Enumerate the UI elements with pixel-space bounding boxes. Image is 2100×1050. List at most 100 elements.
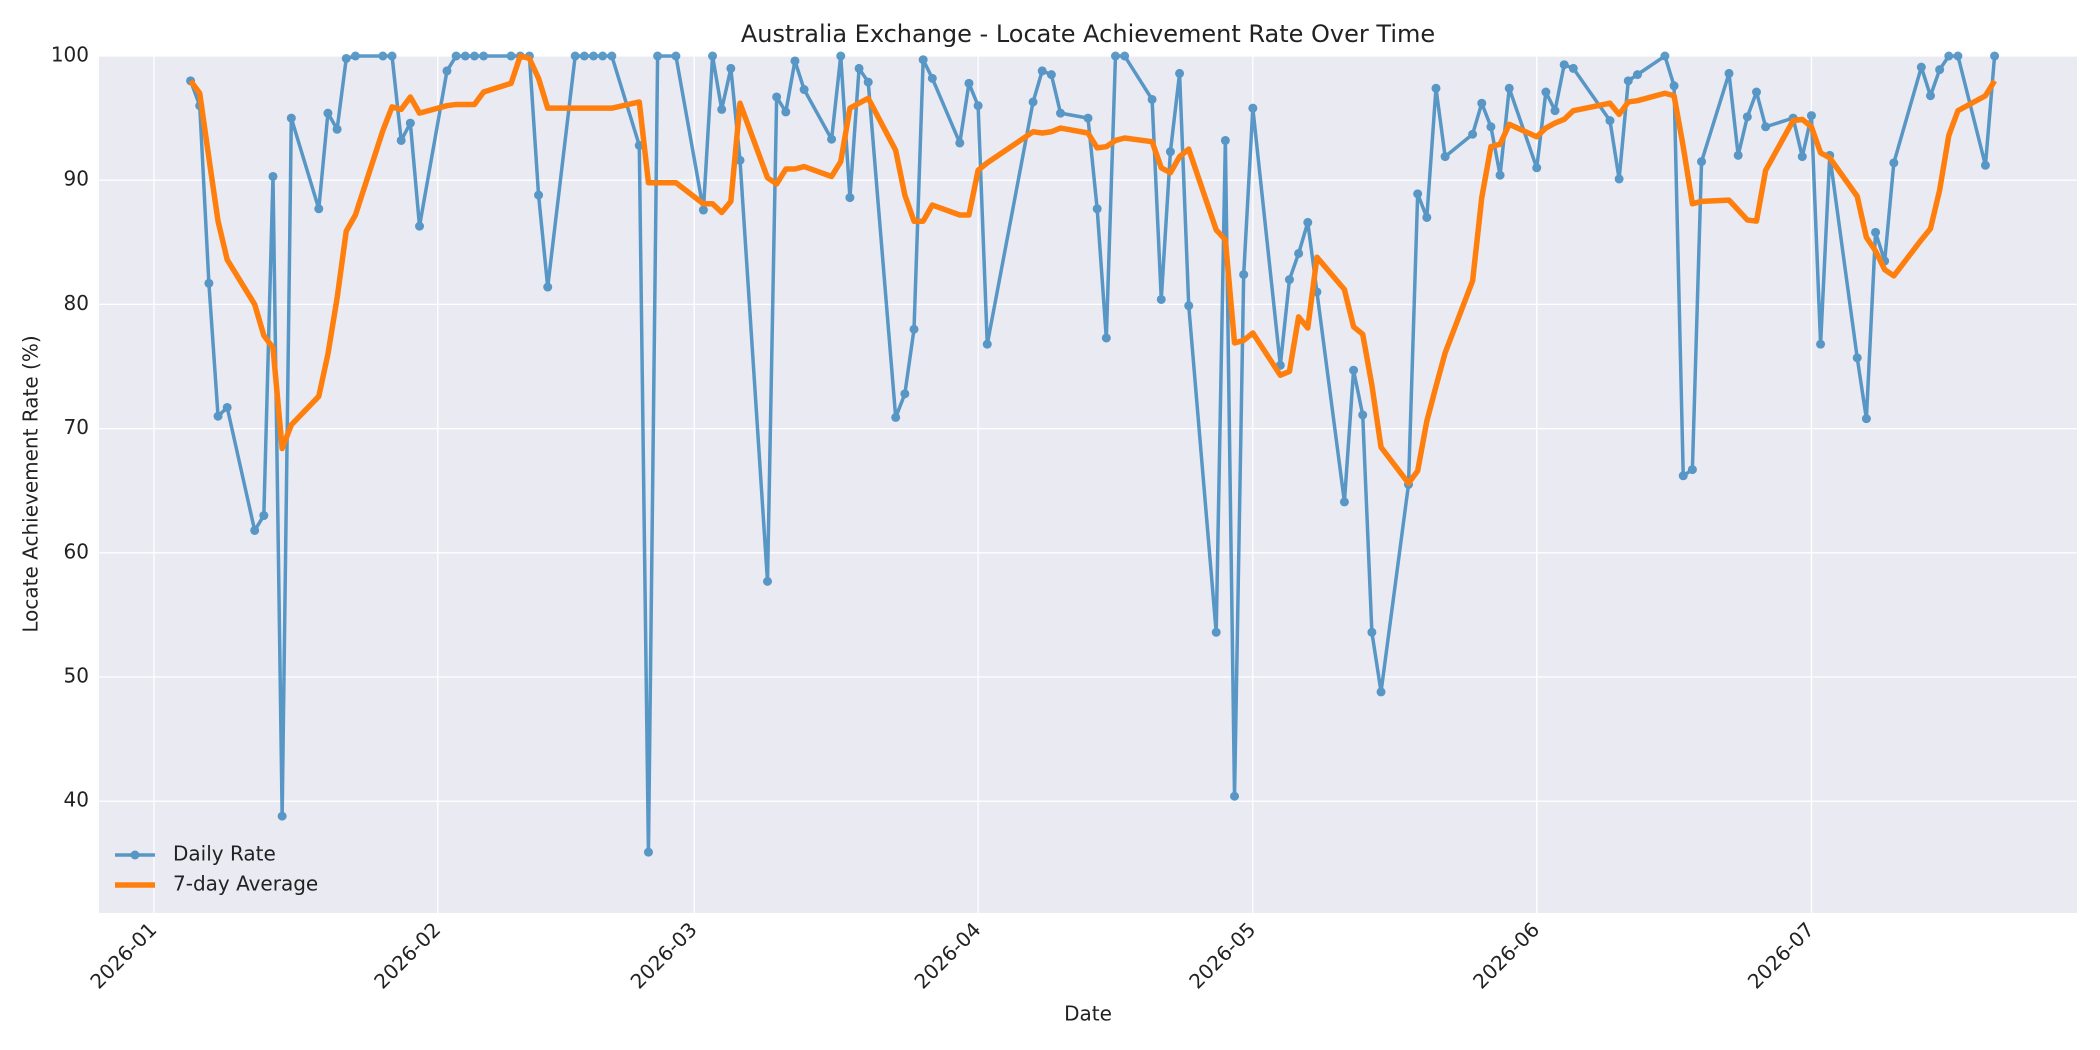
point	[607, 51, 617, 61]
point	[1184, 301, 1194, 311]
point	[1239, 270, 1249, 280]
point	[1916, 62, 1926, 72]
point	[1056, 108, 1066, 118]
point	[1175, 68, 1185, 78]
point	[1358, 410, 1368, 420]
point	[955, 138, 965, 148]
point	[598, 51, 608, 61]
series-line	[188, 53, 1997, 487]
point	[1284, 275, 1294, 285]
point	[762, 576, 772, 586]
point	[1724, 68, 1734, 78]
point	[900, 389, 910, 399]
point	[643, 847, 653, 857]
point	[1339, 497, 1349, 507]
point	[698, 205, 708, 215]
point	[1156, 294, 1166, 304]
point	[1477, 98, 1487, 108]
point	[341, 53, 351, 63]
point	[1550, 106, 1560, 116]
x-axis-label: Date	[1064, 1002, 1112, 1026]
point	[1092, 204, 1102, 214]
y-tick-label: 50	[64, 664, 89, 688]
point	[1211, 627, 1221, 637]
point	[909, 324, 919, 334]
point	[387, 51, 397, 61]
legend-label: 7-day Average	[173, 872, 318, 896]
point	[1486, 122, 1496, 132]
point	[1559, 60, 1569, 70]
x-tick-label: 2026-02	[369, 917, 445, 993]
point	[735, 155, 745, 165]
point	[250, 525, 260, 535]
point	[1797, 152, 1807, 162]
point	[350, 51, 360, 61]
point	[451, 51, 461, 61]
point	[1861, 414, 1871, 424]
point	[653, 51, 663, 61]
point	[708, 51, 718, 61]
point	[378, 51, 388, 61]
point	[506, 51, 516, 61]
series	[188, 53, 1997, 487]
point	[1413, 189, 1423, 199]
point	[442, 66, 452, 76]
point	[1303, 217, 1313, 227]
point	[1110, 51, 1120, 61]
point	[1697, 157, 1707, 167]
y-axis-label: Locate Achievement Rate (%)	[19, 335, 43, 632]
point	[570, 51, 580, 61]
legend-marker	[130, 850, 140, 860]
point	[1733, 150, 1743, 160]
point	[1816, 339, 1826, 349]
point	[213, 411, 223, 421]
point	[1614, 174, 1624, 184]
x-tick-label: 2026-04	[909, 917, 985, 993]
point	[1742, 112, 1752, 122]
point	[543, 282, 553, 292]
point	[286, 113, 296, 123]
point	[1422, 212, 1432, 222]
point	[1889, 158, 1899, 168]
point	[204, 278, 214, 288]
point	[1147, 94, 1157, 104]
point	[845, 193, 855, 203]
point	[1687, 465, 1697, 475]
point	[1230, 791, 1240, 801]
point	[1568, 63, 1578, 73]
point	[259, 511, 269, 521]
point	[918, 55, 928, 65]
point	[1935, 65, 1945, 75]
point	[1046, 70, 1056, 80]
point	[982, 339, 992, 349]
point	[1751, 87, 1761, 97]
y-tick-label: 70	[64, 415, 89, 439]
point	[1944, 51, 1954, 61]
point	[1925, 91, 1935, 101]
point	[1248, 103, 1258, 113]
point	[964, 78, 974, 88]
point	[1990, 51, 2000, 61]
point	[1623, 76, 1633, 86]
point	[1101, 333, 1111, 343]
point	[1294, 248, 1304, 258]
point	[1495, 170, 1505, 180]
point	[332, 124, 342, 134]
x-tick-label: 2026-01	[85, 917, 161, 993]
point	[1440, 152, 1450, 162]
point	[1806, 111, 1816, 121]
point	[781, 107, 791, 117]
chart-title: Australia Exchange - Locate Achievement …	[741, 20, 1435, 48]
x-tick-label: 2026-07	[1743, 917, 1819, 993]
x-tick-label: 2026-05	[1184, 917, 1260, 993]
point	[891, 412, 901, 422]
point	[268, 171, 278, 181]
point	[323, 108, 333, 118]
point	[854, 63, 864, 73]
point	[1980, 160, 1990, 170]
series	[186, 51, 2000, 857]
point	[1761, 122, 1771, 132]
point	[1504, 83, 1514, 93]
